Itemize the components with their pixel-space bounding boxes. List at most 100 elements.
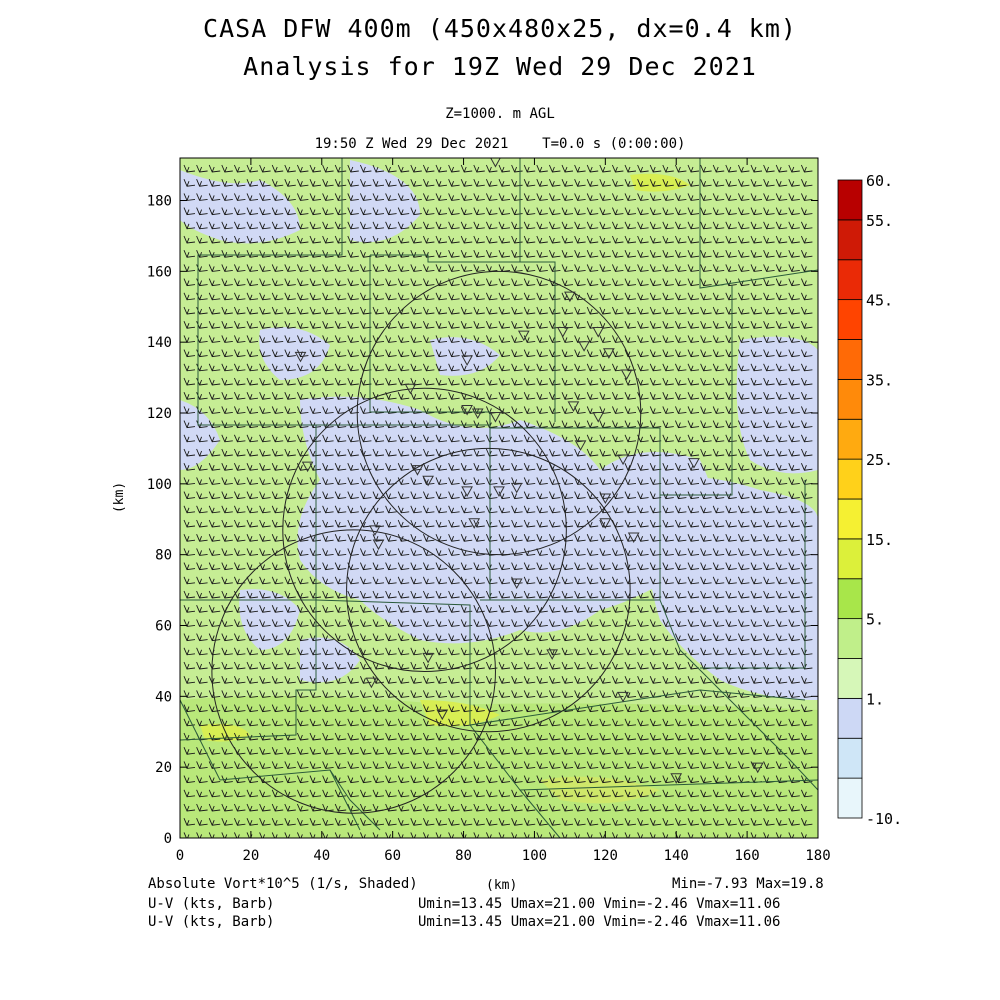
station-marker — [592, 327, 605, 338]
radar-range-ring — [211, 529, 496, 814]
station-marker — [468, 518, 481, 529]
colorbar-label: 25. — [866, 451, 893, 469]
station-marker — [510, 578, 523, 590]
x-tick-label: 120 — [593, 848, 618, 864]
station-marker — [599, 518, 612, 529]
colorbar-swatch — [837, 578, 863, 620]
colorbar: 60. 55. 45. 35. 25. 15. 5. 1. -10. — [837, 172, 902, 828]
colorbar-swatch — [837, 498, 863, 540]
station-marker — [369, 525, 381, 536]
station-marker — [517, 330, 530, 342]
y-axis-label: (km) — [112, 481, 128, 514]
x-axis: 0 20 40 60 80 100 120 140 160 180 — [176, 158, 831, 864]
colorbar-label: 5. — [866, 611, 884, 629]
station-markers — [294, 158, 764, 784]
y-tick-label: 80 — [155, 548, 172, 564]
station-marker — [294, 351, 307, 363]
station-marker — [365, 677, 378, 689]
x-tick-label: 100 — [522, 848, 547, 864]
footer-field-label: Absolute Vort*10^5 (1/s, Shaded) — [148, 876, 418, 892]
station-marker — [493, 486, 505, 497]
station-marker — [301, 461, 314, 473]
uv-range-readout-1: Umin=13.45 Umax=21.00 Vmin=-2.46 Vmax=11… — [418, 896, 781, 912]
county-boundaries — [180, 158, 818, 838]
station-marker — [567, 401, 580, 412]
colorbar-swatch — [837, 618, 863, 659]
wind-barbs — [183, 164, 813, 838]
x-tick-label: 20 — [242, 848, 259, 864]
colorbar-swatch — [837, 458, 863, 500]
colorbar-label: 15. — [866, 531, 893, 549]
colorbar-swatch — [837, 339, 863, 380]
colorbar-label: 55. — [866, 212, 893, 230]
station-marker — [578, 341, 590, 352]
station-marker — [620, 369, 633, 381]
plot-frame — [179, 157, 819, 839]
station-marker — [670, 773, 683, 784]
colorbar-swatch — [837, 777, 863, 819]
radar-range-ring — [282, 387, 567, 673]
station-marker — [372, 539, 385, 551]
colorbar-swatch — [837, 179, 863, 221]
station-marker — [436, 709, 449, 721]
colorbar-swatch — [837, 697, 863, 739]
station-marker — [510, 482, 523, 494]
station-marker — [599, 493, 612, 505]
y-tick-label: 160 — [147, 264, 172, 280]
y-tick-label: 40 — [155, 689, 172, 705]
station-marker — [617, 691, 629, 703]
radar-range-ring — [346, 447, 631, 733]
station-marker — [592, 412, 605, 423]
station-marker — [574, 440, 587, 451]
y-tick-label: 100 — [147, 477, 172, 493]
wind-barb-field — [183, 164, 813, 838]
station-marker — [461, 404, 473, 416]
colorbar-label: -10. — [866, 810, 902, 828]
station-marker — [422, 652, 434, 664]
station-marker — [404, 383, 417, 395]
station-marker — [489, 412, 502, 423]
station-marker — [471, 408, 484, 420]
station-marker — [411, 465, 424, 476]
station-marker — [461, 355, 473, 366]
y-tick-label: 0 — [164, 831, 172, 847]
colorbar-swatch — [837, 378, 863, 420]
colorbar-label: 60. — [866, 172, 893, 190]
radar-range-rings — [211, 270, 642, 814]
uv-range-readout-2: Umin=13.45 Umax=21.00 Vmin=-2.46 Vmax=11… — [418, 914, 781, 930]
colorbar-label: 1. — [866, 690, 884, 708]
station-marker — [627, 532, 640, 543]
min-max-readout: Min=-7.93 Max=19.8 — [672, 876, 824, 892]
x-tick-label: 180 — [805, 848, 830, 864]
station-marker — [617, 454, 629, 466]
y-tick-label: 60 — [155, 619, 172, 635]
y-axis: 0 20 40 60 80 100 120 140 160 180 — [147, 194, 818, 847]
y-tick-label: 180 — [147, 194, 172, 210]
colorbar-label: 45. — [866, 292, 893, 310]
colorbar-swatch — [837, 658, 863, 699]
level-label: Z=1000. m AGL — [445, 106, 555, 122]
colorbar-swatch — [837, 299, 863, 340]
colorbar-label: 35. — [866, 371, 893, 389]
station-marker — [422, 475, 434, 487]
footer-barb-label-1: U-V (kts, Barb) — [148, 896, 275, 912]
x-tick-label: 0 — [176, 848, 184, 864]
x-tick-label: 160 — [734, 848, 759, 864]
valid-time-label: 19:50 Z Wed 29 Dec 2021 T=0.0 s (0:00:00… — [314, 136, 686, 152]
colorbar-swatch — [837, 538, 863, 580]
station-marker — [751, 762, 764, 774]
colorbar-swatch — [837, 259, 863, 301]
colorbar-swatch — [837, 219, 863, 261]
colorbar-swatch — [837, 418, 863, 460]
radar-range-ring — [356, 270, 642, 556]
y-tick-label: 140 — [147, 335, 172, 351]
chart-title: CASA DFW 400m (450x480x25, dx=0.4 km) — [203, 14, 797, 43]
x-tick-label: 60 — [384, 848, 401, 864]
station-marker — [461, 486, 473, 497]
station-marker — [688, 458, 700, 469]
colorbar-swatch — [837, 737, 863, 779]
footer-barb-label-2: U-V (kts, Barb) — [148, 914, 275, 930]
y-tick-label: 120 — [147, 406, 172, 422]
station-marker — [546, 649, 559, 660]
